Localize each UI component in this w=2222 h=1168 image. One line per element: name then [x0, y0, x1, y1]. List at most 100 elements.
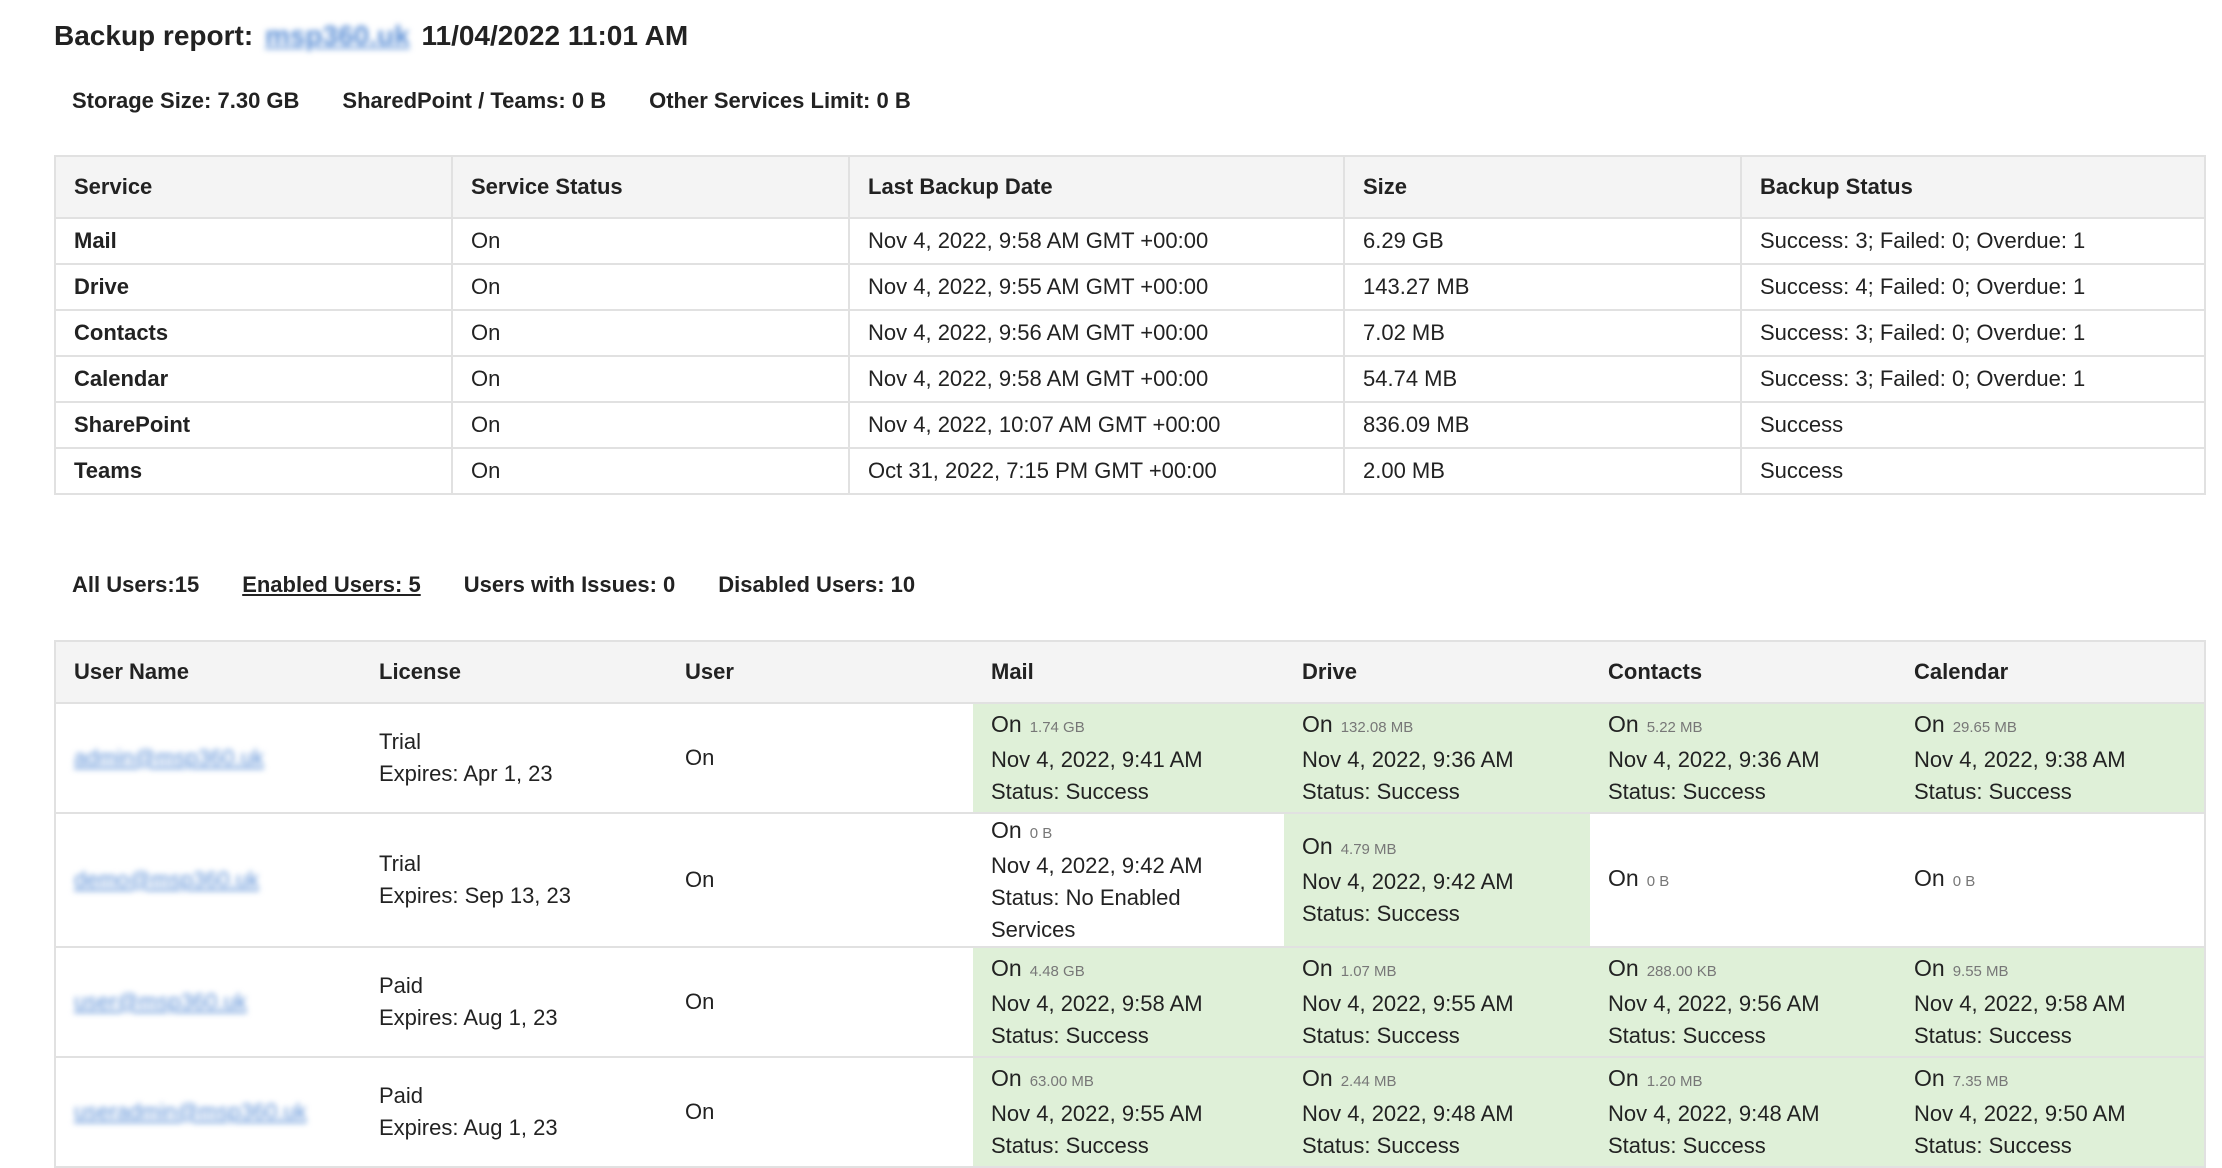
calendar-status: Status: Success	[1914, 1133, 2072, 1158]
calendar-date: Nov 4, 2022, 9:38 AM	[1914, 747, 2126, 772]
mail-status: Status: Success	[991, 779, 1149, 804]
license-cell: Trial Expires: Sep 13, 23	[361, 812, 667, 948]
backup-status: Success	[1740, 447, 2206, 495]
calendar-date: Nov 4, 2022, 9:50 AM	[1914, 1101, 2126, 1126]
user-email-link[interactable]: demo@msp360.uk	[74, 867, 259, 892]
last-backup-date: Nov 4, 2022, 9:56 AM GMT +00:00	[848, 309, 1345, 357]
service-status: On	[451, 263, 850, 311]
contacts-on-line: On 288.00 KB	[1608, 952, 1878, 988]
contacts-status: Status: Success	[1608, 779, 1766, 804]
contacts-date: Nov 4, 2022, 9:56 AM	[1608, 991, 1820, 1016]
calendar-on-line: On 29.65 MB	[1914, 708, 2186, 744]
mail-on-line: On 4.48 GB	[991, 952, 1266, 988]
calendar-cell: On 0 B	[1896, 812, 2206, 948]
drive-cell: On 4.79 MB Nov 4, 2022, 9:42 AM Status: Suc…	[1284, 812, 1590, 948]
mail-state: On	[991, 955, 1022, 981]
col-size: Size	[1343, 155, 1742, 219]
drive-status: Status: Success	[1302, 779, 1460, 804]
mail-state: On	[991, 1065, 1022, 1091]
mail-cell: On 1.74 GB Nov 4, 2022, 9:41 AM Status: Suc…	[973, 702, 1284, 814]
col-user: User	[667, 640, 973, 704]
service-status: On	[451, 447, 850, 495]
page-title: Backup report: msp360.uk 11/04/2022 11:0…	[54, 16, 688, 56]
license-type: Trial	[379, 851, 421, 876]
filter-users-with-issues[interactable]: Users with Issues: 0	[463, 572, 676, 597]
user-status: On	[667, 702, 973, 814]
mail-status: Status: Success	[991, 1023, 1149, 1048]
mail-size: 63.00 MB	[1029, 1073, 1094, 1090]
drive-date: Nov 4, 2022, 9:42 AM	[1302, 869, 1514, 894]
contacts-size: 1.20 MB	[1646, 1073, 1703, 1090]
calendar-cell: On 29.65 MB Nov 4, 2022, 9:38 AM Status: Su…	[1896, 702, 2206, 814]
license-expires: Expires: Apr 1, 23	[379, 761, 553, 786]
calendar-status: Status: Success	[1914, 779, 2072, 804]
service-status: On	[451, 217, 850, 265]
other-services-limit: Other Services Limit: 0 B	[649, 88, 911, 113]
mail-cell: On 0 B Nov 4, 2022, 9:42 AM Status: No Enab…	[973, 812, 1284, 948]
user-status: On	[667, 946, 973, 1058]
filter-all-users[interactable]: All Users:15	[72, 572, 200, 597]
license-expires: Expires: Aug 1, 23	[379, 1005, 558, 1030]
calendar-cell: On 7.35 MB Nov 4, 2022, 9:50 AM Status: Suc…	[1896, 1056, 2206, 1168]
contacts-state: On	[1608, 711, 1639, 737]
drive-cell: On 1.07 MB Nov 4, 2022, 9:55 AM Status: Suc…	[1284, 946, 1590, 1058]
service-name: Teams	[54, 447, 453, 495]
user-row: user@msp360.uk Paid Expires: Aug 1, 23 On On…	[54, 946, 2206, 1058]
col-drive: Drive	[1284, 640, 1590, 704]
backup-status: Success: 3; Failed: 0; Overdue: 1	[1740, 217, 2206, 265]
license-cell: Paid Expires: Aug 1, 23	[361, 1056, 667, 1168]
last-backup-date: Nov 4, 2022, 10:07 AM GMT +00:00	[848, 401, 1345, 449]
user-email-link[interactable]: admin@msp360.uk	[74, 745, 264, 770]
calendar-state: On	[1914, 865, 1945, 891]
domain-link[interactable]: msp360.uk	[264, 20, 410, 51]
service-status: On	[451, 309, 850, 357]
contacts-cell: On 1.20 MB Nov 4, 2022, 9:48 AM Status: Suc…	[1590, 1056, 1896, 1168]
filter-disabled-users[interactable]: Disabled Users: 10	[718, 572, 916, 597]
contacts-size: 288.00 KB	[1646, 963, 1717, 980]
service-name: Mail	[54, 217, 453, 265]
calendar-size: 0 B	[1952, 873, 1976, 890]
drive-status: Status: Success	[1302, 1023, 1460, 1048]
calendar-on-line: On 9.55 MB	[1914, 952, 2186, 988]
contacts-cell: On 288.00 KB Nov 4, 2022, 9:56 AM Status: S…	[1590, 946, 1896, 1058]
drive-on-line: On 4.79 MB	[1302, 830, 1572, 866]
drive-on-line: On 2.44 MB	[1302, 1062, 1572, 1098]
contacts-status: Status: Success	[1608, 1023, 1766, 1048]
filter-enabled-users[interactable]: Enabled Users: 5	[242, 572, 421, 597]
drive-date: Nov 4, 2022, 9:48 AM	[1302, 1101, 1514, 1126]
calendar-on-line: On 0 B	[1914, 862, 2186, 898]
backup-status: Success: 3; Failed: 0; Overdue: 1	[1740, 309, 2206, 357]
contacts-state: On	[1608, 865, 1639, 891]
service-row: Teams On Oct 31, 2022, 7:15 PM GMT +00:00 2…	[54, 447, 2206, 495]
contacts-cell: On 5.22 MB Nov 4, 2022, 9:36 AM Status: Suc…	[1590, 702, 1896, 814]
drive-status: Status: Success	[1302, 1133, 1460, 1158]
drive-state: On	[1302, 833, 1333, 859]
drive-cell: On 132.08 MB Nov 4, 2022, 9:36 AM Status: S…	[1284, 702, 1590, 814]
service-row: Calendar On Nov 4, 2022, 9:58 AM GMT +00:0…	[54, 355, 2206, 403]
users-header-row: User Name License User Mail Drive Contac…	[54, 640, 2206, 704]
user-row: useradmin@msp360.uk Paid Expires: Aug 1, 2…	[54, 1056, 2206, 1168]
calendar-state: On	[1914, 955, 1945, 981]
contacts-size: 5.22 MB	[1646, 719, 1703, 736]
storage-summary: Storage Size: 7.30 GB SharedPoint / Team…	[72, 86, 911, 116]
user-email-link[interactable]: useradmin@msp360.uk	[74, 1099, 307, 1124]
service-row: SharePoint On Nov 4, 2022, 10:07 AM GMT +0…	[54, 401, 2206, 449]
calendar-size: 7.35 MB	[1952, 1073, 2009, 1090]
user-row: demo@msp360.uk Trial Expires: Sep 13, 23 On…	[54, 812, 2206, 948]
mail-date: Nov 4, 2022, 9:55 AM	[991, 1101, 1203, 1126]
service-name: Drive	[54, 263, 453, 311]
services-header-row: Service Service Status Last Backup Date …	[54, 155, 2206, 219]
service-row: Mail On Nov 4, 2022, 9:58 AM GMT +00:00 6.2…	[54, 217, 2206, 265]
user-name-cell: demo@msp360.uk	[54, 812, 361, 948]
service-size: 143.27 MB	[1343, 263, 1742, 311]
user-row: admin@msp360.uk Trial Expires: Apr 1, 23 On…	[54, 702, 2206, 814]
backup-status: Success	[1740, 401, 2206, 449]
col-mail: Mail	[973, 640, 1284, 704]
license-type: Paid	[379, 1083, 424, 1108]
user-email-link[interactable]: user@msp360.uk	[74, 989, 247, 1014]
mail-status: Status: No Enabled Services	[991, 885, 1181, 942]
mail-on-line: On 1.74 GB	[991, 708, 1266, 744]
drive-on-line: On 1.07 MB	[1302, 952, 1572, 988]
contacts-cell: On 0 B	[1590, 812, 1896, 948]
